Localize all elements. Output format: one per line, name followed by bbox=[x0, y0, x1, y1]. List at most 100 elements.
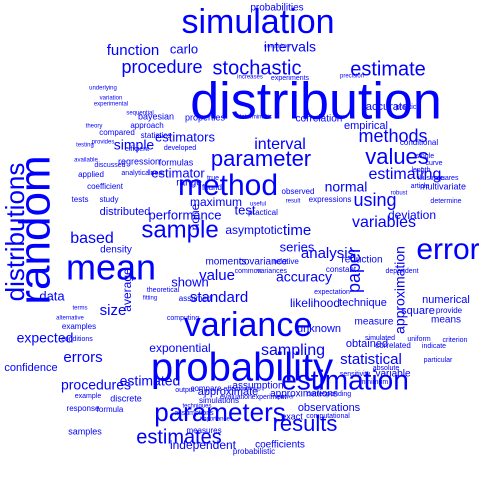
word: testing bbox=[76, 143, 94, 149]
word: properties bbox=[185, 112, 226, 122]
word: error bbox=[416, 233, 479, 266]
word: measure bbox=[355, 317, 394, 328]
word: exponential bbox=[149, 341, 210, 355]
word: carlo bbox=[170, 41, 198, 56]
word: techniques bbox=[182, 404, 211, 410]
word: available bbox=[74, 158, 98, 164]
word: intervals bbox=[264, 39, 316, 55]
word: terms bbox=[73, 306, 88, 312]
word: variances bbox=[257, 268, 287, 275]
word: approximations bbox=[270, 389, 338, 400]
word: corresponding bbox=[307, 391, 351, 398]
word: assumption bbox=[232, 381, 283, 392]
word: approximate bbox=[198, 386, 259, 398]
word: procedure bbox=[121, 57, 202, 77]
word: criterion bbox=[443, 337, 468, 344]
word: power bbox=[278, 395, 294, 401]
word: tests bbox=[72, 195, 89, 204]
word: method bbox=[178, 169, 278, 202]
word: fitting bbox=[143, 296, 157, 302]
word: indicate bbox=[422, 343, 446, 350]
word: standard bbox=[190, 289, 248, 306]
word: numerical bbox=[422, 294, 470, 306]
word: applied bbox=[78, 170, 104, 179]
word: estimates bbox=[136, 426, 222, 448]
word: minimum bbox=[360, 379, 389, 386]
word: provide bbox=[436, 306, 463, 315]
word: estimating bbox=[369, 166, 442, 183]
word: compared bbox=[99, 128, 135, 137]
word: theory bbox=[86, 124, 103, 130]
word: time bbox=[283, 222, 311, 239]
word: likelihood bbox=[290, 296, 340, 310]
word: stochastic bbox=[213, 57, 302, 79]
word: interval bbox=[254, 136, 306, 153]
word: asymptotic bbox=[225, 223, 282, 237]
word: sampling bbox=[261, 342, 325, 359]
word: covariance bbox=[239, 257, 288, 268]
word: example bbox=[75, 393, 102, 400]
word: average bbox=[120, 268, 134, 312]
word: dependent bbox=[385, 268, 418, 275]
word: article bbox=[411, 183, 430, 190]
word: none bbox=[188, 203, 202, 230]
word: test bbox=[235, 202, 256, 217]
word: estimators bbox=[155, 129, 215, 144]
word: distribution bbox=[190, 73, 441, 131]
word: developed bbox=[164, 145, 196, 152]
word: statistics bbox=[141, 131, 172, 140]
word: series bbox=[280, 239, 315, 254]
word: distributed bbox=[100, 206, 151, 218]
word: assumptions bbox=[174, 410, 214, 417]
word: coefficient bbox=[87, 182, 124, 191]
word: errors bbox=[63, 349, 102, 366]
word: maximum bbox=[190, 195, 242, 209]
word: discrete bbox=[110, 393, 142, 403]
word: regression bbox=[118, 156, 160, 166]
word: normal bbox=[325, 179, 368, 195]
word: constant bbox=[326, 265, 357, 274]
word: curve bbox=[425, 160, 442, 167]
word: experimental bbox=[94, 102, 128, 108]
word: uniform bbox=[407, 336, 431, 343]
word: result bbox=[286, 199, 301, 205]
word: conditions bbox=[61, 336, 93, 343]
word: density bbox=[100, 245, 132, 256]
word: simulated bbox=[365, 335, 395, 342]
word: simulation bbox=[181, 3, 334, 41]
word: effect bbox=[224, 386, 241, 393]
word: square bbox=[401, 305, 435, 317]
word: conditional bbox=[400, 138, 438, 147]
word: data bbox=[39, 288, 65, 303]
word: value bbox=[199, 267, 235, 284]
word: measures bbox=[186, 426, 221, 435]
word: random bbox=[11, 155, 60, 304]
word: means bbox=[431, 315, 461, 326]
word: efficient bbox=[125, 146, 149, 153]
word: probabilities bbox=[250, 3, 303, 14]
word: true bbox=[207, 175, 219, 182]
word: expected bbox=[17, 330, 74, 346]
word: analysis bbox=[301, 245, 355, 262]
word: alternative bbox=[56, 316, 84, 322]
word: sample bbox=[141, 216, 218, 243]
word: estimated bbox=[120, 373, 181, 389]
word: empirical bbox=[344, 120, 388, 132]
word: assumed bbox=[179, 294, 211, 303]
word: function bbox=[107, 42, 160, 59]
word: performance bbox=[149, 207, 222, 222]
word: parameter bbox=[211, 146, 311, 171]
word: various bbox=[241, 387, 260, 393]
word: deterministic bbox=[238, 115, 272, 121]
word: observations bbox=[298, 402, 361, 414]
word: relative bbox=[273, 257, 299, 266]
word: practice bbox=[396, 104, 421, 111]
word: mean bbox=[66, 247, 156, 288]
word: increases bbox=[237, 75, 263, 81]
word: squares bbox=[434, 175, 459, 182]
word: provides bbox=[92, 140, 115, 146]
word: expressions bbox=[309, 195, 352, 204]
word: based bbox=[70, 230, 114, 247]
word: estimator bbox=[151, 165, 205, 180]
